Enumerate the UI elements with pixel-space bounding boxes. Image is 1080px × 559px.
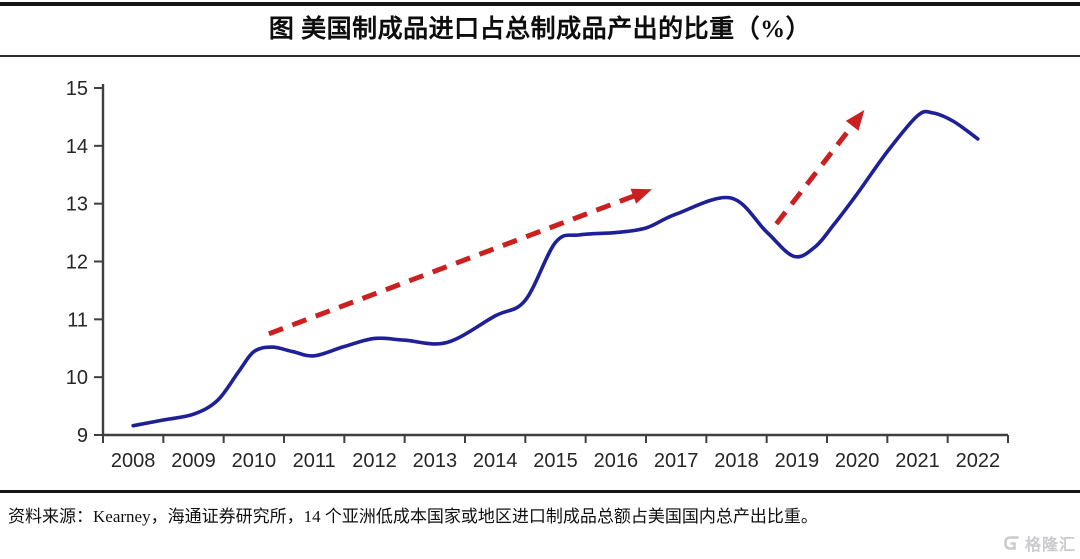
y-tick-label: 10: [66, 367, 88, 389]
trend-arrow-head-1: [630, 188, 653, 204]
x-tick-label: 2016: [594, 450, 639, 472]
title-separator-rule: [0, 55, 1080, 57]
x-tick-label: 2011: [293, 450, 336, 472]
gelonghui-g-icon: [1004, 536, 1019, 550]
trend-arrow-head-2: [845, 109, 865, 131]
trend-arrow-shaft-1: [268, 192, 639, 337]
x-tick-label: 2015: [533, 450, 578, 472]
x-tick-label: 2013: [413, 450, 458, 472]
y-tick-label: 11: [67, 309, 88, 331]
source-note: 资料来源：Kearney，海通证券研究所，14 个亚洲低成本国家或地区进口制成品…: [8, 507, 818, 526]
gelonghui-logo-text: 格隆汇: [1024, 537, 1076, 554]
y-tick-label: 13: [66, 194, 88, 216]
x-tick-label: 2009: [171, 450, 216, 472]
y-tick-label: 9: [77, 425, 88, 447]
y-tick-label: 15: [66, 78, 88, 100]
trend-arrow-shaft-2: [774, 120, 858, 226]
y-tick-label: 12: [66, 252, 88, 274]
x-tick-label: 2022: [956, 450, 1001, 472]
footer-separator-rule: [0, 490, 1080, 493]
x-tick-label: 2010: [232, 450, 277, 472]
gelonghui-logo: 格隆汇: [1002, 531, 1076, 555]
x-tick-label: 2019: [775, 450, 820, 472]
x-tick-label: 2018: [714, 450, 759, 472]
series-line: [131, 109, 980, 428]
x-tick-label: 2017: [654, 450, 699, 472]
x-tick-label: 2020: [835, 450, 880, 472]
chart-title: 图 美国制成品进口占总制成品产出的比重（%）: [268, 16, 812, 43]
x-tick-label: 2021: [895, 450, 940, 472]
x-tick-label: 2014: [473, 450, 518, 472]
x-tick-label: 2012: [352, 450, 397, 472]
y-tick-label: 14: [66, 136, 88, 158]
top-border-rule: [0, 2, 1080, 6]
x-tick-label: 2008: [111, 450, 156, 472]
axis-frame: [101, 84, 1008, 437]
